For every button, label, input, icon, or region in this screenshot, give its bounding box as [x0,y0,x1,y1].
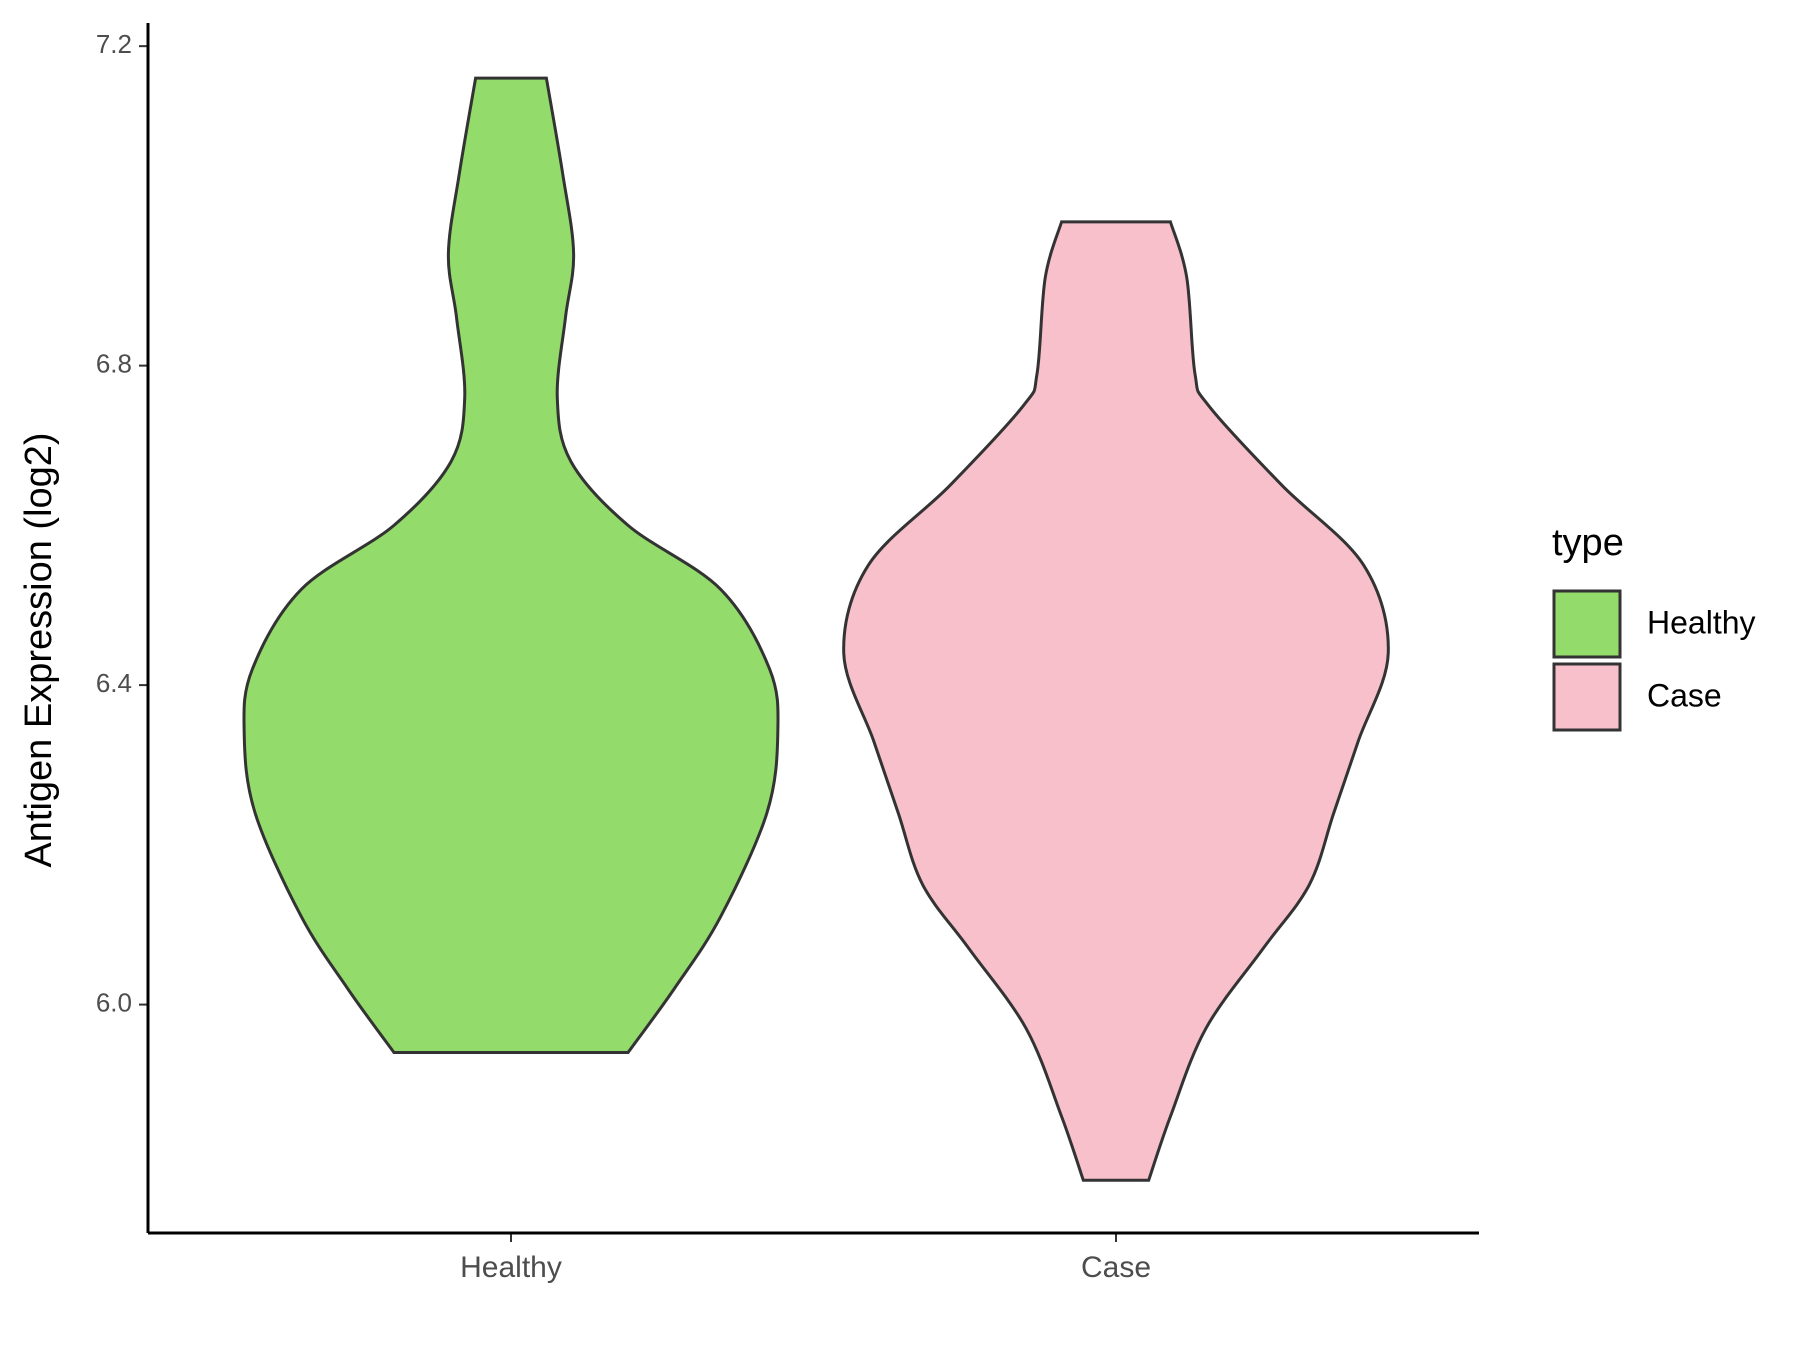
y-tick-label: 6.4 [96,668,132,698]
legend-label: Healthy [1647,604,1756,640]
legend-label: Case [1647,677,1722,713]
y-tick-label: 7.2 [96,29,132,59]
y-tick-label: 6.8 [96,349,132,379]
x-tick-label: Case [1081,1251,1151,1284]
x-tick-label: Healthy [460,1251,562,1284]
legend-key [1552,662,1622,732]
violin [242,76,780,1054]
violin [842,220,1390,1182]
y-tick-label: 6.0 [96,987,132,1017]
legend-key [1552,589,1622,659]
legend-title: type [1552,522,1624,564]
y-axis-title: Antigen Expression (log2) [18,432,60,867]
